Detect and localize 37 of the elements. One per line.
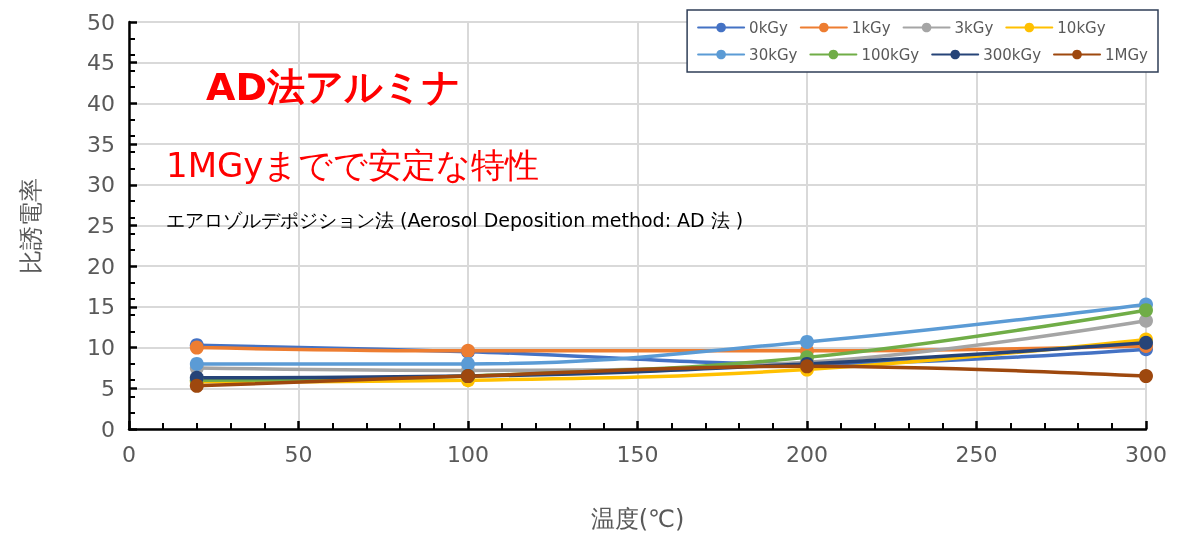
y-axis-title: 比誘電率 <box>17 177 45 274</box>
annotation: 1MGyまでで安定な特性 <box>166 145 540 185</box>
y-tick-label: 35 <box>87 131 115 157</box>
legend-label: 0kGy <box>749 18 788 37</box>
x-tick-label: 150 <box>616 441 659 467</box>
point <box>461 356 475 371</box>
y-tick-label: 5 <box>101 375 115 401</box>
legend-label: 3kGy <box>954 18 994 37</box>
point <box>189 356 204 371</box>
y-tick-label: 15 <box>87 294 115 320</box>
legend-label: 10kGy <box>1057 18 1106 37</box>
y-tick-label: 30 <box>87 172 115 198</box>
x-tick-label: 0 <box>122 441 136 467</box>
y-tick-label: 50 <box>87 9 115 35</box>
x-tick-label: 300 <box>1125 441 1167 467</box>
x-tick-label: 100 <box>447 441 489 467</box>
point <box>189 378 204 393</box>
x-tick-label: 50 <box>284 441 313 467</box>
y-tick-label: 20 <box>87 253 115 279</box>
y-tick-label: 40 <box>87 90 115 116</box>
point <box>1139 303 1153 318</box>
annotation: エアロゾルデポジション法 (Aerosol Deposition method: AD 法 ) <box>166 208 744 231</box>
legend-label: 300kGy <box>983 45 1042 64</box>
x-tick-label: 250 <box>955 441 998 467</box>
legend-label: 30kGy <box>749 45 798 64</box>
y-tick-label: 25 <box>87 213 115 238</box>
x-tick-label: 200 <box>786 441 828 467</box>
point <box>1139 369 1153 384</box>
y-tick-label: 45 <box>87 50 115 76</box>
y-tick-label: 0 <box>101 416 115 442</box>
point <box>800 334 814 349</box>
x-axis-title: 温度(℃) <box>590 505 685 533</box>
y-tick-label: 10 <box>87 335 115 361</box>
legend-label: 1kGy <box>851 18 891 37</box>
text: AD法アルミナ <box>206 65 461 109</box>
legend-label: 1MGy <box>1105 45 1149 64</box>
legend-label: 100kGy <box>861 45 920 64</box>
